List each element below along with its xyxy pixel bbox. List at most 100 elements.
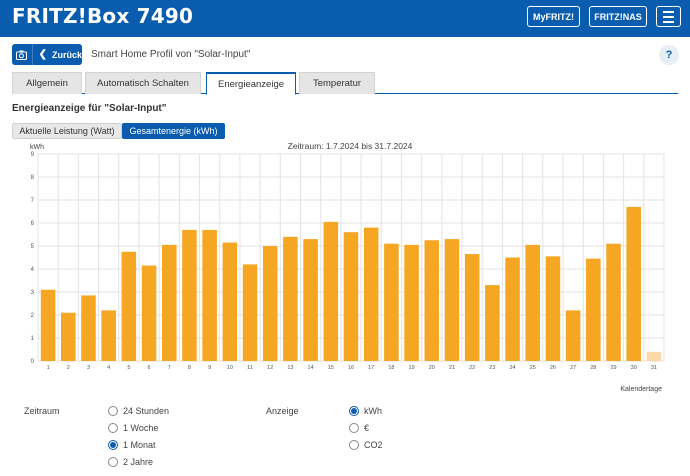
y-tick-label: 3 bbox=[31, 290, 35, 296]
radio-co2[interactable]: CO2 bbox=[349, 440, 383, 450]
brand-logo: FRITZ!Box 7490 bbox=[12, 4, 194, 28]
x-tick-label: 21 bbox=[449, 365, 455, 371]
y-tick-label: 5 bbox=[31, 244, 35, 250]
x-tick-label: 17 bbox=[368, 365, 374, 371]
x-tick-label: 31 bbox=[651, 365, 657, 371]
y-tick-label: 2 bbox=[31, 313, 35, 319]
x-tick-label: 19 bbox=[409, 365, 415, 371]
zeitraum-label: Zeitraum bbox=[24, 406, 60, 416]
x-tick-label: 23 bbox=[489, 365, 495, 371]
bar-day-30[interactable] bbox=[626, 206, 641, 361]
bar-day-2[interactable] bbox=[61, 312, 76, 361]
bar-day-5[interactable] bbox=[121, 251, 137, 361]
tab-energieanzeige[interactable]: Energieanzeige bbox=[206, 72, 296, 95]
bar-day-8[interactable] bbox=[182, 229, 197, 361]
x-tick-label: 10 bbox=[227, 365, 233, 371]
bar-day-28[interactable] bbox=[586, 258, 601, 361]
x-axis-label: Kalendertage bbox=[620, 386, 662, 393]
x-tick-label: 30 bbox=[631, 365, 637, 371]
bar-day-7[interactable] bbox=[161, 244, 177, 361]
myfritz-button[interactable]: MyFRITZ! bbox=[527, 6, 580, 27]
x-tick-label: 5 bbox=[127, 365, 130, 371]
x-tick-label: 15 bbox=[328, 365, 334, 371]
bar-day-10[interactable] bbox=[222, 242, 238, 361]
bar-day-13[interactable] bbox=[283, 236, 298, 361]
bar-day-29[interactable] bbox=[606, 243, 621, 361]
camera-icon[interactable] bbox=[12, 44, 33, 65]
x-tick-label: 24 bbox=[509, 365, 515, 371]
radio-24-stunden[interactable]: 24 Stunden bbox=[108, 406, 169, 416]
x-tick-label: 14 bbox=[308, 365, 314, 371]
x-tick-label: 1 bbox=[47, 365, 50, 371]
bar-day-1[interactable] bbox=[40, 289, 56, 361]
page-title: Smart Home Profil von "Solar-Input" bbox=[91, 49, 251, 60]
x-tick-label: 11 bbox=[247, 365, 253, 371]
x-tick-label: 13 bbox=[287, 365, 293, 371]
back-button[interactable]: ❮ Zurück bbox=[12, 44, 82, 65]
bar-day-31[interactable] bbox=[646, 351, 662, 361]
x-tick-label: 18 bbox=[388, 365, 394, 371]
bar-day-26[interactable] bbox=[545, 256, 561, 361]
radio-euro[interactable]: € bbox=[349, 423, 369, 433]
bar-day-20[interactable] bbox=[424, 240, 440, 361]
x-tick-label: 28 bbox=[590, 365, 596, 371]
back-button-label: Zurück bbox=[51, 49, 82, 60]
y-tick-label: 0 bbox=[31, 359, 35, 365]
top-header: FRITZ!Box 7490 MyFRITZ! FRITZ!NAS bbox=[0, 0, 690, 37]
bar-day-19[interactable] bbox=[404, 244, 419, 361]
bar-day-4[interactable] bbox=[101, 310, 116, 361]
toggle-current-power[interactable]: Aktuelle Leistung (Watt) bbox=[12, 123, 122, 139]
radio-1-woche[interactable]: 1 Woche bbox=[108, 423, 158, 433]
x-tick-label: 22 bbox=[469, 365, 475, 371]
anzeige-label: Anzeige bbox=[266, 406, 299, 416]
x-tick-label: 20 bbox=[429, 365, 435, 371]
bar-day-14[interactable] bbox=[303, 239, 318, 361]
chart-title: Zeitraum: 1.7.2024 bis 31.7.2024 bbox=[288, 141, 413, 151]
toggle-total-energy[interactable]: Gesamtenergie (kWh) bbox=[122, 123, 225, 139]
x-tick-label: 7 bbox=[168, 365, 171, 371]
tab-bar: Allgemein Automatisch Schalten Energiean… bbox=[12, 72, 678, 95]
help-icon[interactable]: ? bbox=[659, 45, 679, 65]
bar-day-22[interactable] bbox=[464, 254, 480, 361]
x-tick-label: 8 bbox=[188, 365, 191, 371]
x-tick-label: 9 bbox=[208, 365, 211, 371]
bar-day-24[interactable] bbox=[505, 257, 520, 362]
bar-day-3[interactable] bbox=[81, 295, 96, 361]
radio-kwh[interactable]: kWh bbox=[349, 406, 382, 416]
fritznas-button[interactable]: FRITZ!NAS bbox=[589, 6, 647, 27]
x-tick-label: 3 bbox=[87, 365, 90, 371]
tab-temperatur[interactable]: Temperatur bbox=[299, 72, 375, 94]
y-tick-label: 7 bbox=[31, 198, 35, 204]
y-tick-label: 1 bbox=[31, 336, 35, 342]
tab-allgemein[interactable]: Allgemein bbox=[12, 72, 82, 94]
bar-day-23[interactable] bbox=[485, 285, 500, 361]
bar-day-25[interactable] bbox=[525, 244, 541, 361]
x-tick-label: 25 bbox=[530, 365, 536, 371]
x-tick-label: 16 bbox=[348, 365, 354, 371]
bar-day-18[interactable] bbox=[384, 243, 399, 361]
chevron-left-icon: ❮ bbox=[38, 49, 47, 60]
radio-1-monat[interactable]: 1 Monat bbox=[108, 440, 156, 450]
tab-automatisch-schalten[interactable]: Automatisch Schalten bbox=[85, 72, 201, 94]
bar-day-16[interactable] bbox=[343, 232, 359, 361]
y-tick-label: 9 bbox=[31, 152, 35, 158]
bar-day-21[interactable] bbox=[444, 239, 460, 361]
bar-day-12[interactable] bbox=[262, 246, 278, 361]
x-tick-label: 6 bbox=[148, 365, 151, 371]
x-tick-label: 2 bbox=[67, 365, 70, 371]
bar-day-9[interactable] bbox=[202, 229, 217, 361]
bar-day-27[interactable] bbox=[565, 310, 581, 361]
bar-day-6[interactable] bbox=[141, 265, 157, 361]
x-tick-label: 4 bbox=[107, 365, 110, 371]
bar-day-15[interactable] bbox=[323, 221, 339, 361]
section-title: Energieanzeige für "Solar-Input" bbox=[12, 103, 167, 114]
y-axis-unit: kWh bbox=[30, 144, 44, 151]
bar-day-11[interactable] bbox=[242, 264, 258, 361]
bar-day-17[interactable] bbox=[363, 227, 379, 361]
x-tick-label: 26 bbox=[550, 365, 556, 371]
hamburger-icon[interactable] bbox=[656, 6, 681, 27]
radio-2-jahre[interactable]: 2 Jahre bbox=[108, 457, 153, 467]
x-tick-label: 27 bbox=[570, 365, 576, 371]
